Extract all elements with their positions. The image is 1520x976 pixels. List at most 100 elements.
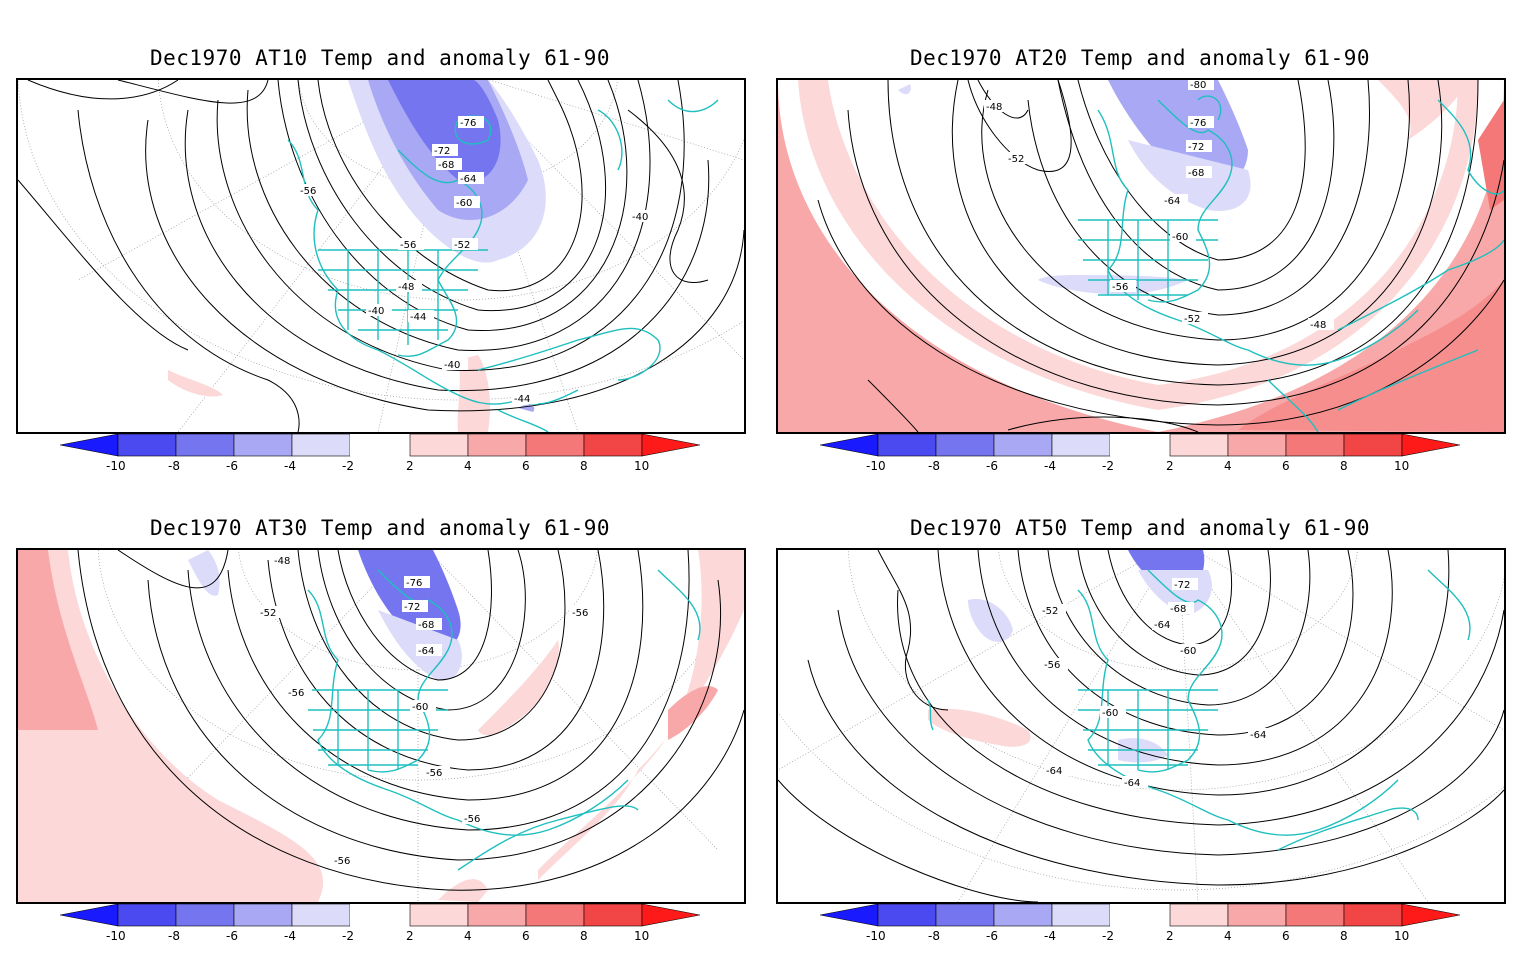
- tick-neg8: -8: [928, 929, 940, 943]
- map-frame: -80 -76 -72 -68 -64 -60 -56 -52 -52 -48 …: [776, 78, 1506, 434]
- tick-pos10: 10: [1394, 929, 1409, 943]
- label-minus64d: -64: [1124, 778, 1140, 789]
- graticule: [778, 550, 1504, 902]
- label-minus64: -64: [460, 174, 476, 185]
- label-minus44a: -44: [410, 312, 426, 323]
- tick-neg6: -6: [226, 459, 238, 473]
- label-minus52: -52: [1042, 606, 1058, 617]
- label-minus80: -80: [1190, 80, 1206, 91]
- anomaly-fill: [18, 550, 744, 902]
- label-minus52: -52: [260, 608, 276, 619]
- label-minus40a: -40: [368, 306, 384, 317]
- tick-neg10: -10: [106, 929, 126, 943]
- label-minus72: -72: [434, 146, 450, 157]
- label-minus48b: -48: [1310, 320, 1326, 331]
- coastlines: [1078, 95, 1504, 432]
- tick-neg2: -2: [342, 459, 354, 473]
- tick-neg4: -4: [1044, 459, 1056, 473]
- tick-pos4: 4: [1224, 459, 1232, 473]
- label-minus52a: -52: [1008, 154, 1024, 165]
- tick-neg4: -4: [284, 929, 296, 943]
- label-minus56e: -56: [334, 856, 350, 867]
- anomaly-fill: [778, 80, 1504, 432]
- label-minus60b: -60: [1102, 708, 1118, 719]
- colorbar: -10 -8 -6 -4 -2 2 4 6 8 10: [820, 904, 1460, 944]
- coastlines: [927, 569, 1471, 851]
- label-minus72: -72: [1174, 580, 1190, 591]
- label-minus56a: -56: [300, 186, 316, 197]
- tick-pos8: 8: [580, 929, 588, 943]
- label-minus64a: -64: [1154, 620, 1170, 631]
- tick-neg10: -10: [866, 459, 886, 473]
- label-minus68: -68: [418, 620, 434, 631]
- label-minus76: -76: [406, 578, 422, 589]
- label-minus68: -68: [438, 160, 454, 171]
- tick-pos4: 4: [464, 929, 472, 943]
- tick-neg10: -10: [106, 459, 126, 473]
- label-minus40b: -40: [444, 360, 460, 371]
- tick-pos6: 6: [522, 929, 530, 943]
- tick-pos2: 2: [406, 929, 414, 943]
- panel-title: Dec1970 AT30 Temp and anomaly 61-90: [149, 516, 610, 540]
- label-minus64b: -64: [1250, 730, 1266, 741]
- map-svg: -48 -52 -56 -56 -60 -64 -68 -72 -76 -56 …: [18, 550, 744, 902]
- panel-at50: Dec1970 AT50 Temp and anomaly 61-90: [776, 516, 1506, 976]
- panel-title: Dec1970 AT10 Temp and anomaly 61-90: [149, 46, 610, 70]
- tick-pos4: 4: [1224, 929, 1232, 943]
- label-minus56a: -56: [572, 608, 588, 619]
- tick-pos2: 2: [1166, 459, 1174, 473]
- colorbar-svg: -10 -8 -6 -4 -2 2 4 6 8 10: [820, 904, 1460, 943]
- panel-title: Dec1970 AT20 Temp and anomaly 61-90: [909, 46, 1370, 70]
- colorbar-svg: -10 -8 -6 -4 -2 2 4 6 8 10: [820, 434, 1460, 473]
- label-minus52: -52: [454, 240, 470, 251]
- tick-neg8: -8: [928, 459, 940, 473]
- tick-pos6: 6: [522, 459, 530, 473]
- map-frame: -72 -68 -64 -60 -60 -56 -52 -64 -64 -64: [776, 548, 1506, 904]
- anomaly-fill: [168, 80, 546, 432]
- tick-neg2: -2: [342, 929, 354, 943]
- tick-neg6: -6: [226, 929, 238, 943]
- panel-at10: Dec1970 AT10 Temp and anomaly 61-90: [16, 46, 746, 506]
- tick-neg2: -2: [1102, 459, 1114, 473]
- tick-pos2: 2: [1166, 929, 1174, 943]
- tick-neg8: -8: [168, 459, 180, 473]
- contour-labels: -72 -68 -64 -60 -60 -56 -52 -64 -64 -64: [1040, 578, 1274, 789]
- map-svg: -80 -76 -72 -68 -64 -60 -56 -52 -52 -48 …: [778, 80, 1504, 432]
- colorbar-svg: -10 -8 -6 -4 -2 2 4 6 8 10: [60, 904, 700, 943]
- tick-neg6: -6: [986, 459, 998, 473]
- tick-neg10: -10: [866, 929, 886, 943]
- tick-neg8: -8: [168, 929, 180, 943]
- contour-labels: -48 -52 -56 -56 -60 -64 -68 -72 -76 -56 …: [258, 554, 596, 867]
- colorbar: -10 -8 -6 -4 -2 2 4 6 8 10: [820, 434, 1460, 474]
- map-svg: -76 -72 -68 -64 -60 -56 -56 -52 -48 -44 …: [18, 80, 744, 432]
- label-minus56b: -56: [288, 688, 304, 699]
- contours: [817, 80, 1504, 432]
- tick-pos6: 6: [1282, 929, 1290, 943]
- label-minus56: -56: [1112, 282, 1128, 293]
- label-minus44b: -44: [514, 394, 530, 405]
- label-minus52b: -52: [1184, 314, 1200, 325]
- label-minus60: -60: [412, 702, 428, 713]
- label-minus68: -68: [1170, 604, 1186, 615]
- label-minus60a: -60: [1180, 646, 1196, 657]
- label-minus68: -68: [1188, 168, 1204, 179]
- map-frame: -48 -52 -56 -56 -60 -64 -68 -72 -76 -56 …: [16, 548, 746, 904]
- map-svg: -72 -68 -64 -60 -60 -56 -52 -64 -64 -64: [778, 550, 1504, 902]
- tick-neg4: -4: [1044, 929, 1056, 943]
- panel-at30: Dec1970 AT30 Temp and anomaly 61-90: [16, 516, 746, 976]
- label-minus64: -64: [1164, 196, 1180, 207]
- tick-pos8: 8: [1340, 929, 1348, 943]
- tick-pos8: 8: [1340, 459, 1348, 473]
- tick-pos6: 6: [1282, 459, 1290, 473]
- label-minus72: -72: [404, 602, 420, 613]
- tick-pos8: 8: [580, 459, 588, 473]
- colorbar-svg: -10 -8 -6 -4 -2 2 4 6 8 10: [60, 434, 700, 473]
- tick-pos4: 4: [464, 459, 472, 473]
- contours: [77, 550, 744, 891]
- label-minus60: -60: [456, 198, 472, 209]
- label-minus56d: -56: [464, 814, 480, 825]
- tick-neg6: -6: [986, 929, 998, 943]
- label-minus76: -76: [460, 118, 476, 129]
- label-minus48: -48: [398, 282, 414, 293]
- label-minus48a: -48: [986, 102, 1002, 113]
